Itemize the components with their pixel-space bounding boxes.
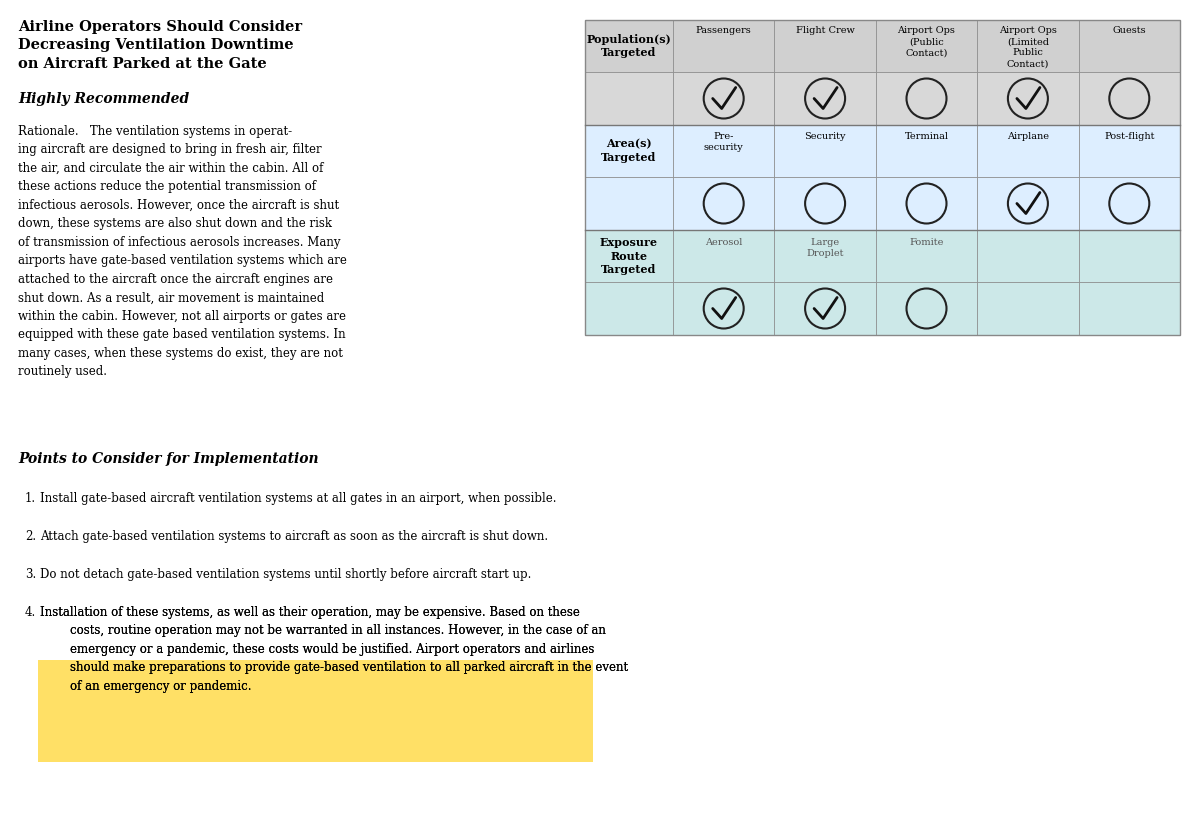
FancyBboxPatch shape <box>1079 20 1180 72</box>
Text: Installation of these systems, as well as their operation, may be expensive. Bas: Installation of these systems, as well a… <box>40 606 628 693</box>
FancyBboxPatch shape <box>673 282 774 335</box>
Text: Security: Security <box>804 132 846 141</box>
Text: Attach gate-based ventilation systems to aircraft as soon as the aircraft is shu: Attach gate-based ventilation systems to… <box>40 530 548 543</box>
FancyBboxPatch shape <box>774 20 876 72</box>
Text: Flight Crew: Flight Crew <box>796 26 854 35</box>
FancyBboxPatch shape <box>1079 72 1180 125</box>
FancyBboxPatch shape <box>673 125 774 177</box>
FancyBboxPatch shape <box>586 230 673 282</box>
FancyBboxPatch shape <box>876 20 977 72</box>
FancyBboxPatch shape <box>586 20 673 72</box>
FancyBboxPatch shape <box>774 177 876 230</box>
FancyBboxPatch shape <box>977 282 1079 335</box>
FancyBboxPatch shape <box>38 660 593 762</box>
Text: Airplane: Airplane <box>1007 132 1049 141</box>
FancyBboxPatch shape <box>1079 125 1180 177</box>
FancyBboxPatch shape <box>977 20 1079 72</box>
FancyBboxPatch shape <box>876 125 977 177</box>
Text: 1.: 1. <box>25 492 36 505</box>
Text: Large
Droplet: Large Droplet <box>806 238 844 258</box>
FancyBboxPatch shape <box>977 72 1079 125</box>
FancyBboxPatch shape <box>586 72 673 125</box>
Text: 4.: 4. <box>25 606 36 619</box>
FancyBboxPatch shape <box>1079 230 1180 282</box>
Text: Install gate-based aircraft ventilation systems at all gates in an airport, when: Install gate-based aircraft ventilation … <box>40 492 557 505</box>
Text: Airline Operators Should Consider
Decreasing Ventilation Downtime
on Aircraft Pa: Airline Operators Should Consider Decrea… <box>18 20 302 71</box>
Text: Aerosol: Aerosol <box>706 238 743 247</box>
FancyBboxPatch shape <box>876 72 977 125</box>
FancyBboxPatch shape <box>876 282 977 335</box>
Text: Population(s)
Targeted: Population(s) Targeted <box>587 34 671 59</box>
FancyBboxPatch shape <box>586 177 673 230</box>
FancyBboxPatch shape <box>673 230 774 282</box>
Text: Terminal: Terminal <box>905 132 948 141</box>
Text: Rationale.   The ventilation systems in operat-
ing aircraft are designed to bri: Rationale. The ventilation systems in op… <box>18 125 347 379</box>
FancyBboxPatch shape <box>586 282 673 335</box>
Text: Fomite: Fomite <box>910 238 943 247</box>
FancyBboxPatch shape <box>1079 177 1180 230</box>
Text: Pre-
security: Pre- security <box>704 132 744 152</box>
Text: Exposure
Route
Targeted: Exposure Route Targeted <box>600 237 658 276</box>
FancyBboxPatch shape <box>673 177 774 230</box>
Text: Installation of these systems, as well as their operation, may be expensive. Bas: Installation of these systems, as well a… <box>40 606 628 693</box>
FancyBboxPatch shape <box>977 230 1079 282</box>
FancyBboxPatch shape <box>774 230 876 282</box>
Text: 3.: 3. <box>25 568 36 581</box>
FancyBboxPatch shape <box>774 72 876 125</box>
FancyBboxPatch shape <box>876 177 977 230</box>
Text: Airport Ops
(Limited
Public
Contact): Airport Ops (Limited Public Contact) <box>998 26 1057 68</box>
FancyBboxPatch shape <box>586 125 673 177</box>
Text: Do not detach gate-based ventilation systems until shortly before aircraft start: Do not detach gate-based ventilation sys… <box>40 568 532 581</box>
Text: 2.: 2. <box>25 530 36 543</box>
Text: Airport Ops
(Public
Contact): Airport Ops (Public Contact) <box>898 26 955 57</box>
FancyBboxPatch shape <box>774 282 876 335</box>
FancyBboxPatch shape <box>1079 282 1180 335</box>
Text: Highly Recommended: Highly Recommended <box>18 92 190 106</box>
Text: Passengers: Passengers <box>696 26 751 35</box>
Text: Guests: Guests <box>1112 26 1146 35</box>
Text: Points to Consider for Implementation: Points to Consider for Implementation <box>18 452 319 466</box>
FancyBboxPatch shape <box>977 125 1079 177</box>
FancyBboxPatch shape <box>673 20 774 72</box>
FancyBboxPatch shape <box>673 72 774 125</box>
FancyBboxPatch shape <box>876 230 977 282</box>
FancyBboxPatch shape <box>977 177 1079 230</box>
Text: Post-flight: Post-flight <box>1104 132 1154 141</box>
FancyBboxPatch shape <box>774 125 876 177</box>
Text: Area(s)
Targeted: Area(s) Targeted <box>601 139 656 163</box>
